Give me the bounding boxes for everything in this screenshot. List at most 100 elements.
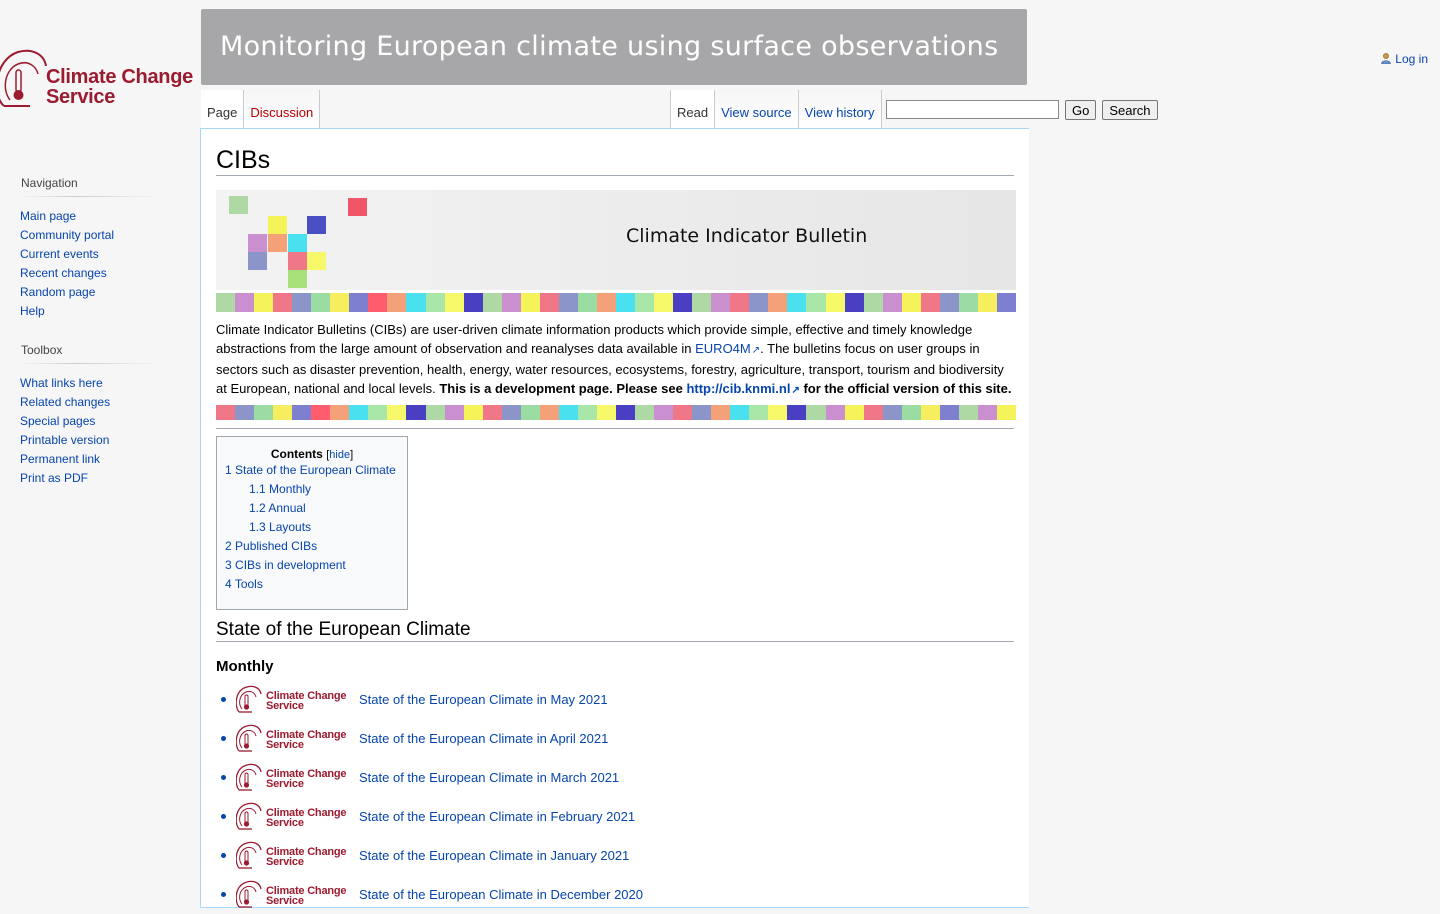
monthly-bulletin-link[interactable]: State of the European Climate in May 202… <box>359 692 608 707</box>
stripe-swatch <box>863 293 883 312</box>
climate-change-logo-icon <box>236 763 262 791</box>
stripe-swatch <box>216 405 236 420</box>
monthly-bulletin-link[interactable]: State of the European Climate in March 2… <box>359 770 620 785</box>
mini-logo-text-line2: Service <box>266 816 304 829</box>
toc-item[interactable]: 4 Tools <box>217 575 407 594</box>
toc-number: 3 <box>225 558 232 572</box>
user-icon <box>1381 53 1392 64</box>
intro-bold-2: for the official version of this site. <box>799 381 1012 396</box>
sidebar-item-permanent-link[interactable]: Permanent link <box>20 452 101 466</box>
stripe-swatch <box>768 405 788 420</box>
bullet-icon <box>221 736 226 741</box>
stripe-swatch <box>311 405 331 420</box>
sidebar-item-recent-changes[interactable]: Recent changes <box>20 266 107 280</box>
toc-link[interactable]: 1.2 Annual <box>249 501 306 515</box>
cib-knmi-link[interactable]: http://cib.knmi.nl <box>686 381 799 396</box>
stripe-swatch <box>368 293 388 312</box>
sidebar-item-what-links-here[interactable]: What links here <box>20 376 103 390</box>
toc-label: Annual <box>268 501 306 515</box>
toc-item[interactable]: 2 Published CIBs <box>217 537 407 556</box>
intro-bold-1: This is a development page. Please see <box>439 381 687 396</box>
cib-banner-image: Climate Indicator Bulletin <box>216 190 1016 290</box>
c3s-logo-thumbnail[interactable]: Climate Change Service <box>236 877 347 913</box>
stripe-swatch <box>292 405 312 420</box>
toc-link[interactable]: 1.3 Layouts <box>249 520 311 534</box>
stripe-swatch <box>520 293 540 312</box>
toc-link[interactable]: 1.1 Monthly <box>249 482 311 496</box>
toc-number: 4 <box>225 577 232 591</box>
sidebar-item-current-events[interactable]: Current events <box>20 247 99 261</box>
stripe-swatch <box>501 405 521 420</box>
sidebar-item-print-as-pdf[interactable]: Print as PDF <box>20 471 89 485</box>
mini-logo-text-line1: Climate Change <box>266 689 347 702</box>
section-heading-state: State of the European Climate <box>216 619 1014 642</box>
sidebar-item-special-pages[interactable]: Special pages <box>20 414 96 428</box>
tab-read[interactable]: Read <box>670 90 716 128</box>
stripe-swatch <box>635 405 655 420</box>
stripe-swatch <box>216 293 236 312</box>
stripe-swatch <box>920 405 940 420</box>
monthly-bulletin-link[interactable]: State of the European Climate in January… <box>359 848 630 863</box>
monthly-bulletin-link[interactable]: State of the European Climate in Decembe… <box>359 887 644 902</box>
toc-hide-toggle[interactable]: hide <box>329 449 351 461</box>
stripe-swatch <box>501 293 521 312</box>
bullet-icon <box>221 775 226 780</box>
toc-item[interactable]: 1.3 Layouts <box>217 518 407 537</box>
login-link[interactable]: Log in <box>1395 52 1428 66</box>
sidebar-item-main-page[interactable]: Main page <box>20 209 77 223</box>
stripe-swatch <box>654 293 674 312</box>
site-logo[interactable]: Climate Change Service <box>0 40 200 120</box>
stripe-swatch <box>596 405 616 420</box>
mini-logo-text: Climate Change Service <box>266 768 347 790</box>
toc-item[interactable]: 1 State of the European Climate <box>217 461 407 480</box>
sidebar-item-printable-version[interactable]: Printable version <box>20 433 110 447</box>
stripe-swatch <box>901 293 921 312</box>
mini-logo-text: Climate Change Service <box>266 846 347 868</box>
go-button[interactable]: Go <box>1065 100 1097 120</box>
stripe-swatch <box>692 293 712 312</box>
sidebar-item-help[interactable]: Help <box>20 304 45 318</box>
tab-page[interactable]: Page <box>201 90 245 128</box>
toc-link[interactable]: 1 State of the European Climate <box>225 463 396 477</box>
c3s-logo-thumbnail[interactable]: Climate Change Service <box>236 799 347 835</box>
search-input[interactable] <box>886 100 1059 119</box>
toc-link[interactable]: 2 Published CIBs <box>225 539 317 553</box>
toc-item[interactable]: 1.2 Annual <box>217 499 407 518</box>
toc-item[interactable]: 1.1 Monthly <box>217 480 407 499</box>
monthly-bulletin-link[interactable]: State of the European Climate in Februar… <box>359 809 636 824</box>
climate-change-logo-icon <box>236 880 262 908</box>
c3s-logo-thumbnail[interactable]: Climate Change Service <box>236 721 347 757</box>
page-title: CIBs <box>216 145 1014 176</box>
stripe-swatch <box>330 405 350 420</box>
search-button[interactable]: Search <box>1102 100 1158 120</box>
stripe-swatch <box>406 405 426 420</box>
toc-link[interactable]: 3 CIBs in development <box>225 558 346 572</box>
toc-item[interactable]: 3 CIBs in development <box>217 556 407 575</box>
toc-number: 1.2 <box>249 501 266 515</box>
stripe-swatch <box>539 293 559 312</box>
mini-logo-text: Climate Change Service <box>266 689 347 711</box>
stripe-swatch <box>387 293 407 312</box>
tab-discussion[interactable]: Discussion <box>244 90 321 128</box>
tab-view-history[interactable]: View history <box>798 90 882 128</box>
c3s-logo-thumbnail[interactable]: Climate Change Service <box>236 760 347 796</box>
c3s-logo-thumbnail[interactable]: Climate Change Service <box>236 682 347 718</box>
sidebar-item-community-portal[interactable]: Community portal <box>20 228 115 242</box>
toc-link[interactable]: 4 Tools <box>225 577 263 591</box>
stripe-swatch <box>235 293 255 312</box>
mini-logo-text-line2: Service <box>266 777 304 790</box>
euro4m-link[interactable]: EURO4M <box>695 341 760 356</box>
sidebar-item-related-changes[interactable]: Related changes <box>20 395 111 409</box>
toc-number: 1.1 <box>249 482 266 496</box>
sidebar-item-random-page[interactable]: Random page <box>20 285 96 299</box>
stripe-swatch <box>615 405 636 420</box>
climate-change-logo-icon <box>236 685 262 713</box>
monthly-bulletin-link[interactable]: State of the European Climate in April 2… <box>359 731 609 746</box>
stripe-swatch <box>920 293 940 312</box>
mini-logo-text-line2: Service <box>266 855 304 868</box>
stripe-swatch <box>273 405 293 420</box>
c3s-logo-thumbnail[interactable]: Climate Change Service <box>236 838 347 874</box>
tab-view-source[interactable]: View source <box>715 90 799 128</box>
stripe-swatch <box>844 405 864 420</box>
stripe-swatch <box>996 405 1016 420</box>
